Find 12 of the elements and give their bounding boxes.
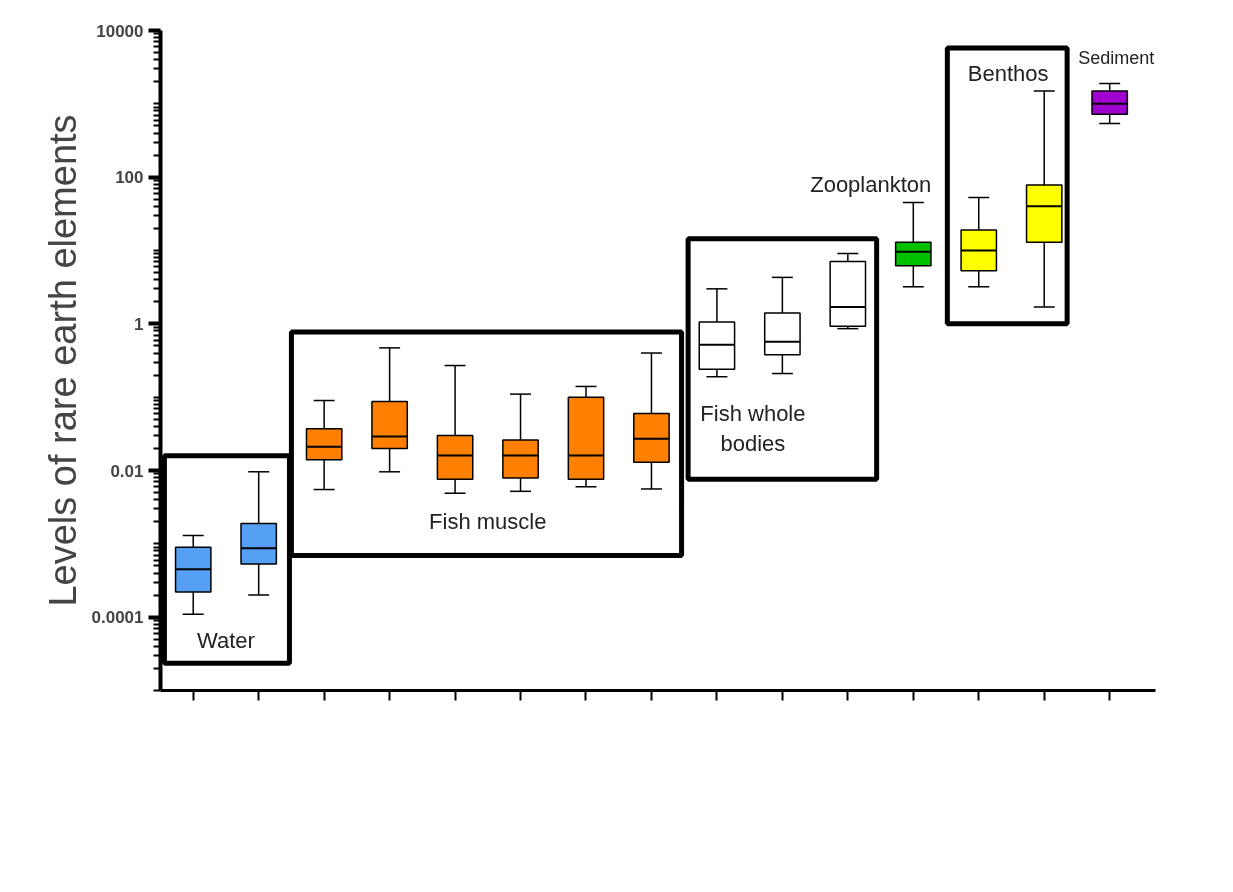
- annotation: Benthos: [967, 60, 1049, 86]
- y-tick-label: 0.01: [110, 461, 144, 481]
- annotation: Sediment: [1078, 48, 1155, 69]
- annotation: Fish whole bodies: [700, 401, 806, 457]
- y-tick-label: 0.0001: [91, 608, 144, 628]
- annotation: Water: [197, 628, 255, 654]
- y-axis-title: Levels of rare earth elements: [41, 114, 84, 607]
- y-tick-label: 10000: [96, 21, 144, 41]
- annotation: Fish muscle: [429, 508, 547, 534]
- annotation: Zooplankton: [810, 172, 932, 197]
- y-tick-label: 1: [134, 314, 144, 334]
- y-tick-label: 100: [115, 168, 144, 188]
